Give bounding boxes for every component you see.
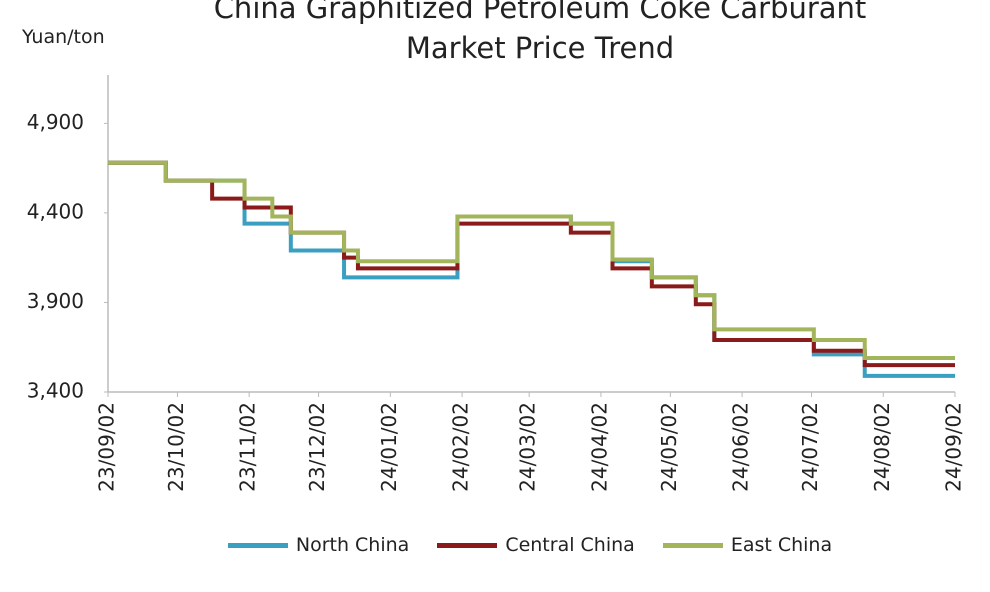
legend-item: North China [227,534,410,556]
legend-swatch [662,542,723,548]
legend-label: East China [730,534,833,556]
x-tick-label: 24/03/02 [516,402,540,492]
legend-item: East China [662,534,833,556]
x-tick-label: 24/04/02 [587,402,611,492]
y-axis-label: Yuan/ton [22,26,105,48]
y-tick-label: 4,900 [27,110,84,134]
x-tick-label: 24/09/02 [942,402,966,492]
y-tick-label: 3,400 [27,379,84,403]
series-line [108,160,955,360]
x-tick-label: 24/05/02 [657,402,681,492]
y-tick-label: 4,400 [27,199,84,223]
legend: North China Central China East China [0,534,990,556]
legend-swatch [437,542,498,548]
x-tick-label: 23/10/02 [164,402,188,492]
x-tick-label: 23/12/02 [305,402,329,492]
x-tick-label: 24/06/02 [729,402,753,492]
x-tick-label: 23/09/02 [95,402,119,492]
x-tick-label: 24/07/02 [798,402,822,492]
legend-item: Central China [437,534,635,556]
legend-label: North China [295,534,410,556]
x-tick-label: 24/01/02 [377,402,401,492]
x-tick-label: 23/11/02 [236,402,260,492]
series-line [108,160,955,378]
legend-label: Central China [505,534,635,556]
x-tick-label: 24/08/02 [870,402,894,492]
y-tick-label: 3,900 [27,289,84,313]
chart-title: China Graphitized Petroleum Coke Carbura… [213,0,867,65]
series-line [108,160,955,368]
x-tick-label: 24/02/02 [449,402,473,492]
legend-swatch [227,542,288,548]
